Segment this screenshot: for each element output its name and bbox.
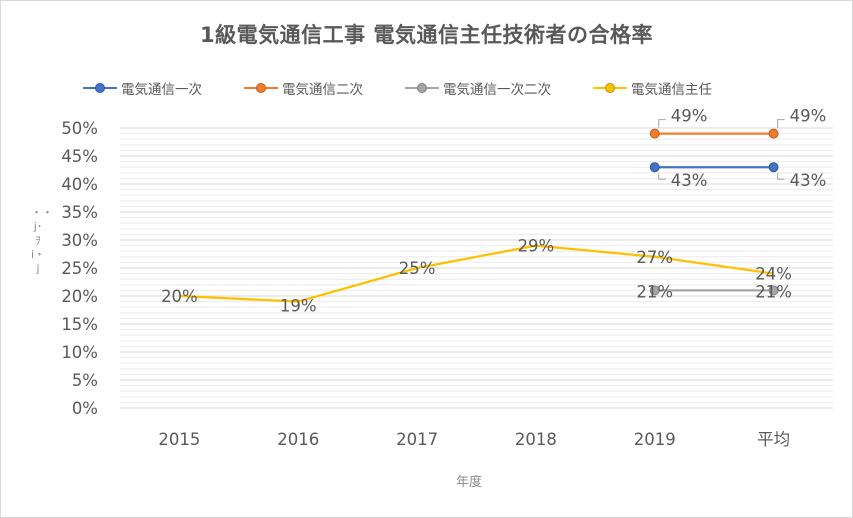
data-label: 29%	[518, 237, 555, 256]
leader-line	[658, 173, 666, 180]
data-label: 49%	[790, 107, 827, 126]
y-tick-label: 30%	[61, 231, 98, 250]
x-tick-label: 2019	[634, 430, 676, 449]
legend-label-series-2: 電気通信二次	[282, 82, 363, 98]
x-tick-label: 2016	[277, 430, 319, 449]
data-label: 25%	[399, 259, 436, 278]
legend-item-series-4: 電気通信主任	[593, 77, 712, 99]
y-tick-label: 45%	[61, 147, 98, 166]
x-tick-label: 2015	[158, 430, 200, 449]
legend-label-series-1: 電気通信一次	[121, 82, 202, 98]
x-axis-title: 年度	[456, 475, 483, 490]
data-point	[768, 285, 779, 296]
legend-label-series-3: 電気通信一次二次	[443, 82, 551, 98]
legend-item-series-2: 電気通信二次	[244, 77, 363, 99]
data-point	[649, 128, 660, 139]
y-tick-label: 20%	[61, 287, 98, 306]
data-label: 43%	[790, 171, 827, 190]
legend-item-series-1: 電気通信一次	[83, 77, 202, 99]
y-tick-label: 40%	[61, 175, 98, 194]
legend-swatch-series-3	[405, 83, 439, 93]
y-tick-label: 15%	[61, 315, 98, 334]
leader-line	[777, 119, 785, 128]
legend: 電気通信一次 電気通信二次 電気通信一次二次 電気通信主任	[83, 77, 754, 99]
data-label: 27%	[636, 248, 673, 267]
x-tick-label: 2018	[515, 430, 557, 449]
data-point	[649, 285, 660, 296]
legend-item-series-3: 電気通信一次二次	[405, 77, 551, 99]
data-point	[768, 162, 779, 173]
y-axis-title: ・・j･ｦi・j	[31, 206, 53, 275]
x-tick-label: 平均	[757, 430, 790, 449]
y-tick-label: 10%	[61, 343, 98, 362]
data-label: 20%	[161, 287, 198, 306]
data-label: 43%	[671, 171, 708, 190]
legend-label-series-4: 電気通信主任	[631, 82, 712, 98]
leader-line	[658, 119, 666, 128]
y-tick-label: 50%	[61, 119, 98, 138]
data-label: 49%	[671, 107, 708, 126]
data-label: 21%	[636, 282, 673, 301]
y-tick-label: 35%	[61, 203, 98, 222]
y-tick-label: 0%	[72, 399, 98, 418]
data-label: 21%	[755, 282, 792, 301]
chart-title: 1級電気通信工事 電気通信主任技術者の合格率	[200, 23, 653, 47]
data-point	[768, 128, 779, 139]
x-tick-label: 2017	[396, 430, 438, 449]
data-label: 19%	[280, 297, 317, 316]
legend-swatch-series-2	[244, 83, 278, 93]
legend-swatch-series-4	[593, 83, 627, 93]
data-label: 24%	[755, 265, 792, 284]
data-point	[649, 162, 660, 173]
legend-swatch-series-1	[83, 83, 117, 93]
y-tick-label: 5%	[72, 371, 98, 390]
leader-line	[777, 173, 785, 180]
y-tick-label: 25%	[61, 259, 98, 278]
series-line-4	[179, 244, 774, 303]
